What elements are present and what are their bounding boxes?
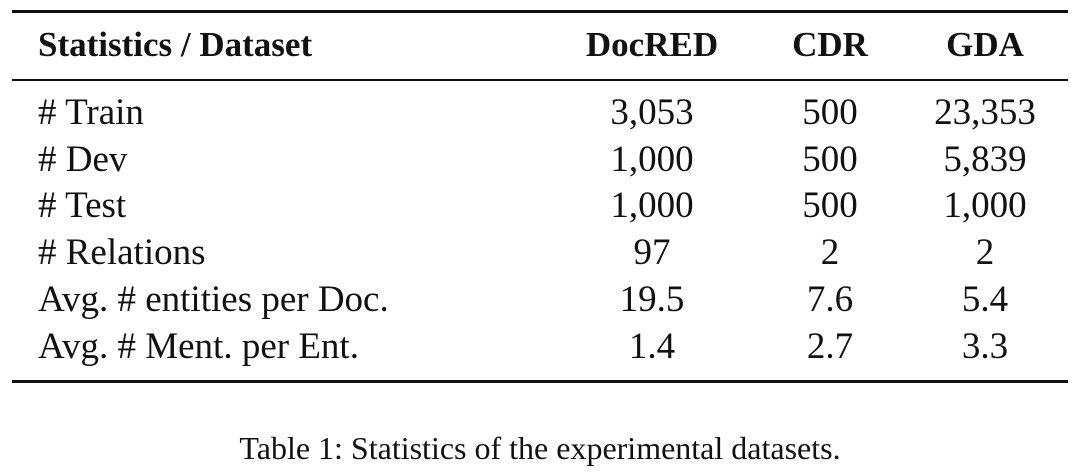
table-cell: 2.7 [806,326,854,367]
top-rule [12,10,1068,13]
header-cell: Statistics / Dataset [38,25,313,64]
row-label: # Dev [38,139,128,180]
table-cell: 3,053 [610,92,694,133]
table-cell: 2 [975,232,995,273]
table-cell: 1,000 [610,185,694,226]
table-cell: 500 [802,185,858,226]
table-cell: 5,839 [943,139,1027,180]
table-cell: 500 [802,139,858,180]
row-label: # Relations [38,232,206,273]
table-cell: 23,353 [934,92,1036,133]
caption: Table 1: Statistics of the experimental … [239,430,841,466]
row-label: Avg. # entities per Doc. [38,279,389,320]
table-cell: 19.5 [619,279,685,320]
table-cell: 500 [802,92,858,133]
bottom-rule [12,380,1068,383]
table-cell: 1,000 [610,139,694,180]
row-label: Avg. # Ment. per Ent. [38,326,359,367]
header-cell: GDA [946,25,1024,64]
row-label: # Test [38,185,127,226]
table-cell: 1,000 [943,185,1027,226]
table-cell: 2 [820,232,840,273]
header-cell: DocRED [585,25,719,64]
table-cell: 3.3 [961,326,1009,367]
table-cell: 5.4 [961,279,1009,320]
table-cell: 1.4 [628,326,676,367]
row-label: # Train [38,92,144,133]
table-cell: 97 [633,232,671,273]
table-cell: 7.6 [806,279,854,320]
header-cell: CDR [792,25,868,64]
mid-rule [12,79,1068,81]
